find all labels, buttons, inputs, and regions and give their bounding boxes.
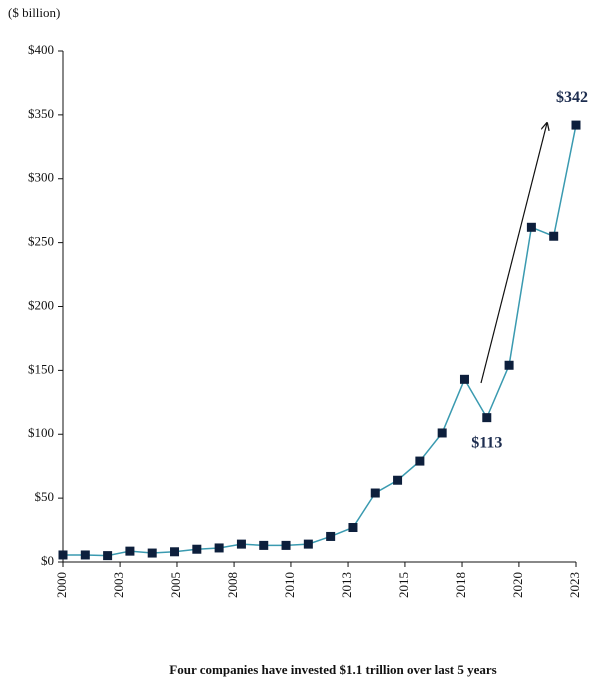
x-tick-label: 2010 (282, 572, 297, 598)
data-marker (192, 544, 202, 554)
data-marker (80, 550, 90, 560)
x-tick-label: 2013 (339, 572, 354, 598)
y-tick-label: $400 (28, 42, 54, 57)
data-marker (214, 543, 224, 553)
x-tick-label: 2018 (453, 572, 468, 598)
data-marker (437, 428, 447, 438)
data-marker (526, 222, 536, 232)
data-marker (326, 531, 336, 541)
x-tick-label: 2005 (168, 572, 183, 598)
footnote: Four companies have invested $1.1 trilli… (169, 662, 496, 677)
data-marker (170, 547, 180, 557)
data-marker (571, 120, 581, 130)
data-marker (147, 548, 157, 558)
data-marker (504, 360, 514, 370)
data-marker (303, 539, 313, 549)
data-marker (549, 231, 559, 241)
data-marker (459, 374, 469, 384)
trend-arrow (480, 123, 547, 384)
y-tick-label: $350 (28, 106, 54, 121)
data-marker (281, 540, 291, 550)
y-tick-label: $0 (41, 553, 54, 568)
x-tick-label: 2008 (225, 572, 240, 598)
data-marker (236, 539, 246, 549)
data-marker (125, 546, 135, 556)
value-label: $113 (471, 434, 502, 451)
y-tick-label: $300 (28, 170, 54, 185)
data-marker (393, 475, 403, 485)
x-tick-label: 2003 (111, 572, 126, 598)
x-tick-label: 2015 (396, 572, 411, 598)
data-marker (370, 488, 380, 498)
x-tick-label: 2023 (567, 572, 582, 598)
data-marker (58, 550, 68, 560)
y-tick-label: $50 (35, 489, 55, 504)
y-tick-label: $200 (28, 297, 54, 312)
y-axis-label: ($ billion) (8, 5, 60, 20)
data-marker (415, 456, 425, 466)
x-tick-label: 2000 (54, 572, 69, 598)
data-marker (103, 551, 113, 561)
data-marker (348, 523, 358, 533)
y-tick-label: $150 (28, 361, 54, 376)
y-tick-label: $250 (28, 234, 54, 249)
y-tick-label: $100 (28, 425, 54, 440)
data-marker (259, 540, 269, 550)
x-tick-label: 2020 (510, 572, 525, 598)
data-line (63, 124, 577, 557)
data-marker (482, 413, 492, 423)
value-label: $342 (556, 89, 588, 106)
